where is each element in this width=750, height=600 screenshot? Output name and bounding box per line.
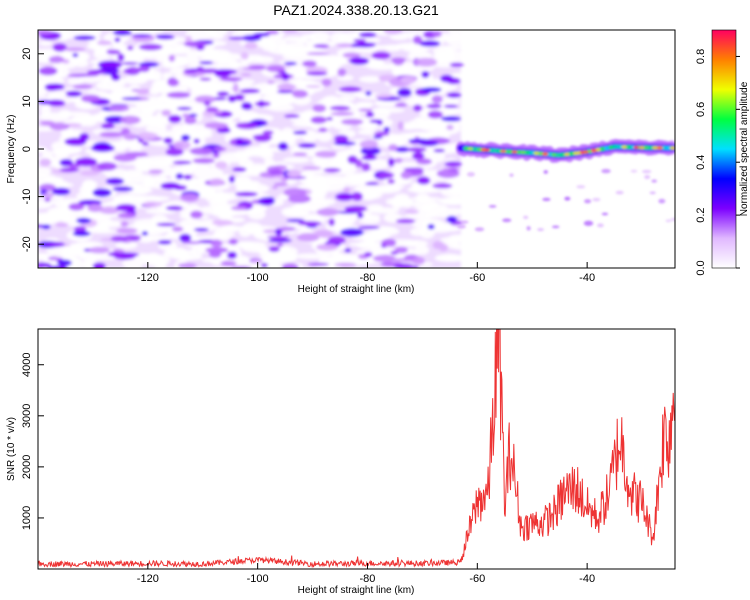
snr-y-tick-label: 1000 <box>21 506 33 530</box>
spectrogram-y-tick-label: 10 <box>21 95 33 107</box>
spectrogram-y-tick-label: -20 <box>21 236 33 252</box>
spectrogram-y-axis-title: Frequency (Hz) <box>6 115 17 184</box>
colorbar-tick-label: 0.8 <box>695 49 707 64</box>
colorbar-tick-label: 0.0 <box>695 260 707 275</box>
spectrogram-x-tick-label: -100 <box>247 272 269 284</box>
snr-frame <box>37 328 676 570</box>
spectrogram-signal-band <box>455 138 675 232</box>
snr-x-axis: -120 -100 -80 -60 -40 <box>137 563 595 585</box>
spectrogram-x-tick-label: -80 <box>360 272 376 284</box>
snr-panel: -120 -100 -80 -60 -40 1000 2000 3000 4000 Heigh… <box>6 328 676 596</box>
colorbar-gradient <box>711 29 737 269</box>
figure-title: PAZ1.2024.338.20.13.G21 <box>273 2 439 18</box>
snr-x-tick-label: -120 <box>137 573 159 585</box>
snr-x-axis-title: Height of straight line (km) <box>298 585 415 596</box>
spectrogram-x-axis: -120 -100 -80 -60 -40 <box>137 262 595 284</box>
snr-x-tick-label: -100 <box>247 573 269 585</box>
spectrogram-x-axis-title: Height of straight line (km) <box>298 284 415 295</box>
colorbar-tick-label: 0.2 <box>695 207 707 222</box>
spectrogram-x-tick-label: -40 <box>579 272 595 284</box>
spectrogram-y-tick-label: -10 <box>21 189 33 205</box>
snr-y-axis-title: SNR (10 * v/v) <box>6 417 17 481</box>
colorbar-axis: 0.0 0.2 0.4 0.6 0.8 <box>695 49 740 276</box>
snr-y-tick-label: 2000 <box>21 455 33 479</box>
spectrogram-y-tick-label: 20 <box>21 48 33 60</box>
snr-x-tick-label: -80 <box>360 573 376 585</box>
spectrogram-y-axis: -20 -10 0 10 20 <box>21 48 44 252</box>
snr-background <box>38 329 675 569</box>
colorbar: 0.0 0.2 0.4 0.6 0.8 Normalized spectral ampl… <box>695 29 750 276</box>
snr-x-tick-label: -60 <box>469 573 485 585</box>
snr-series-line <box>38 329 675 569</box>
spectrogram-y-tick-label: 0 <box>21 146 33 152</box>
colorbar-tick-label: 0.4 <box>695 155 707 170</box>
colorbar-tick-label: 0.6 <box>695 102 707 117</box>
snr-x-tick-label: -40 <box>579 573 595 585</box>
snr-y-axis: 1000 2000 3000 4000 <box>21 353 44 530</box>
colorbar-title: Normalized spectral amplitude <box>739 81 750 216</box>
spectrogram-noise-blobs <box>38 30 474 268</box>
snr-y-tick-label: 3000 <box>21 404 33 428</box>
spectrogram-x-tick-label: -120 <box>137 272 159 284</box>
spectrogram-x-tick-label: -60 <box>469 272 485 284</box>
snr-y-tick-label: 4000 <box>21 353 33 377</box>
